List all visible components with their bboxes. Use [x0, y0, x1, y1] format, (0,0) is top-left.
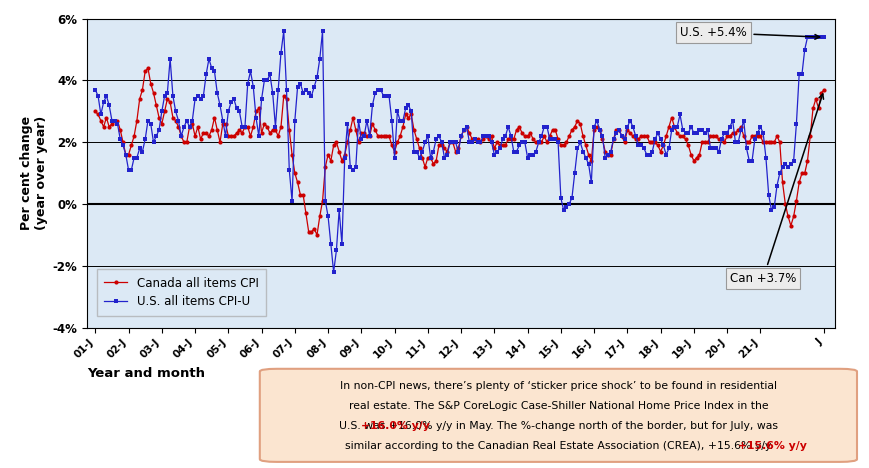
Text: +16.0% y/y: +16.0% y/y — [361, 421, 429, 431]
Canada all items CPI — [552, 136, 562, 142]
Text: U.S. +5.4%: U.S. +5.4% — [679, 26, 819, 39]
Text: Can +3.7%: Can +3.7% — [729, 94, 823, 285]
Legend: Canada all items CPI, U.S. all items CPI-U: Canada all items CPI, U.S. all items CPI… — [96, 270, 265, 315]
U.S. all items CPI-U — [90, 87, 101, 93]
U.S. all items CPI-U — [408, 149, 419, 154]
Text: Year and month: Year and month — [87, 367, 205, 380]
U.S. all items CPI-U — [511, 149, 521, 154]
U.S. all items CPI-U — [278, 28, 289, 34]
Canada all items CPI — [369, 127, 380, 133]
U.S. all items CPI-U — [552, 139, 562, 145]
Text: U.S. was +16.0% y/y in May. The %-change north of the border, but for July, was: U.S. was +16.0% y/y in May. The %-change… — [339, 421, 778, 431]
U.S. all items CPI-U — [328, 269, 338, 275]
U.S. all items CPI-U — [109, 118, 120, 124]
Canada all items CPI — [311, 232, 322, 238]
Canada all items CPI — [109, 118, 120, 124]
U.S. all items CPI-U — [369, 90, 380, 95]
Canada all items CPI — [511, 127, 521, 133]
Text: similar according to the Canadian Real Estate Association (CREA), +15.6% y/y.: similar according to the Canadian Real E… — [344, 441, 773, 451]
Canada all items CPI — [143, 66, 153, 71]
Line: U.S. all items CPI-U: U.S. all items CPI-U — [93, 29, 826, 274]
Text: real estate. The S&P CoreLogic Case-Shiller National Home Price Index in the: real estate. The S&P CoreLogic Case-Shil… — [348, 401, 768, 411]
U.S. all items CPI-U — [818, 35, 828, 40]
Canada all items CPI — [90, 109, 101, 114]
Y-axis label: Per cent change
(year over year): Per cent change (year over year) — [20, 116, 48, 230]
Line: Canada all items CPI: Canada all items CPI — [93, 66, 826, 237]
Canada all items CPI — [408, 127, 419, 133]
U.S. all items CPI-U — [334, 207, 344, 213]
Canada all items CPI — [334, 149, 344, 154]
Text: In non-CPI news, there’s plenty of ‘sticker price shock’ to be found in resident: In non-CPI news, there’s plenty of ‘stic… — [340, 381, 777, 391]
Canada all items CPI — [818, 87, 828, 93]
Text: +15.6% y/y: +15.6% y/y — [737, 441, 806, 451]
FancyBboxPatch shape — [260, 369, 856, 462]
